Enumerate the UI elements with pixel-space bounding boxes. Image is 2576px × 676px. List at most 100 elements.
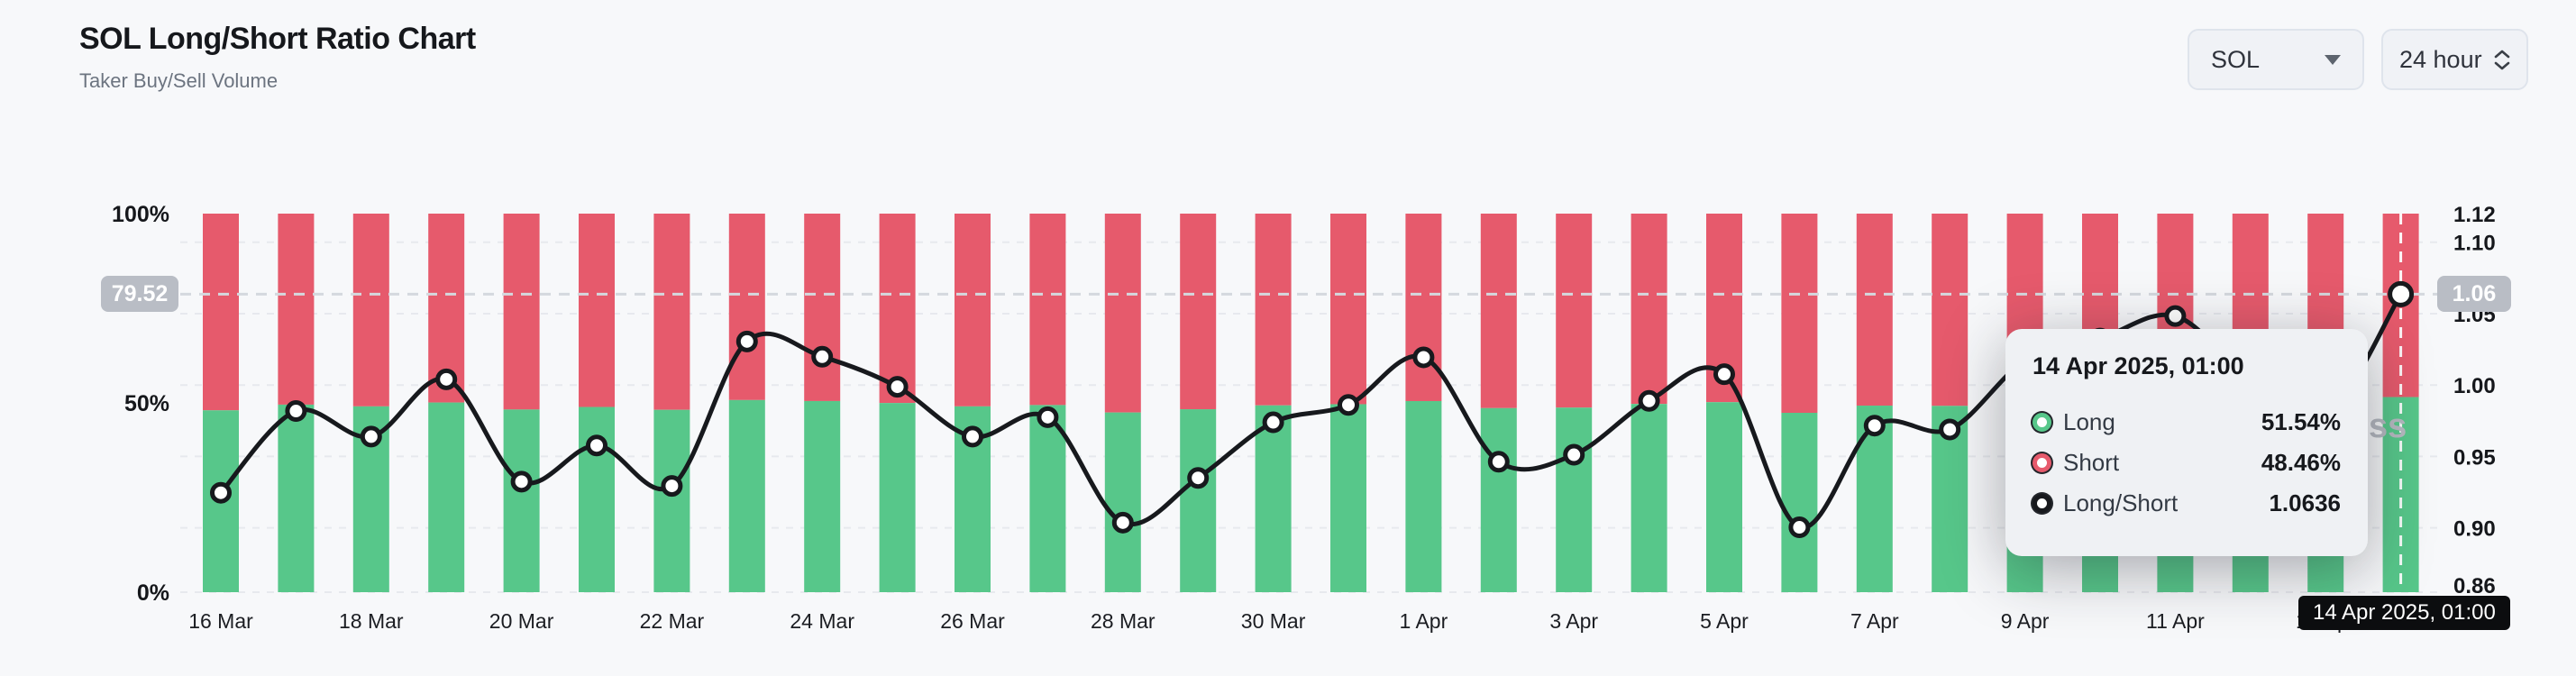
line-point[interactable]: [1713, 363, 1735, 386]
x-axis-tick: 11 Apr: [2146, 609, 2205, 633]
line-point[interactable]: [1863, 415, 1886, 437]
line-point[interactable]: [435, 368, 458, 390]
long-marker-icon: [2032, 413, 2051, 432]
line-point[interactable]: [1939, 418, 1961, 441]
watermark-fragment: ss: [2369, 407, 2407, 445]
tooltip-row-long: Long 51.54%: [2032, 402, 2341, 443]
bar-long[interactable]: [1405, 400, 1442, 592]
line-point[interactable]: [1563, 443, 1585, 466]
page-title: SOL Long/Short Ratio Chart: [79, 22, 476, 56]
x-axis-tick: 16 Mar: [188, 609, 253, 633]
bar-short[interactable]: [1781, 214, 1818, 414]
bar-long[interactable]: [1631, 404, 1667, 592]
bar-long[interactable]: [1330, 404, 1366, 592]
bar-short[interactable]: [1104, 214, 1141, 413]
bar-short[interactable]: [1631, 214, 1667, 405]
bar-short[interactable]: [352, 214, 389, 407]
bar-long[interactable]: [1556, 407, 1593, 592]
bar-short[interactable]: [1556, 214, 1593, 408]
bar-long[interactable]: [503, 409, 540, 592]
bar-long[interactable]: [1706, 402, 1742, 592]
line-point[interactable]: [510, 470, 533, 493]
bar-long[interactable]: [428, 402, 465, 592]
bar-short[interactable]: [1856, 214, 1893, 407]
bar-short[interactable]: [503, 214, 540, 410]
tooltip-label: Long/Short: [2063, 489, 2179, 516]
tooltip-value: 1.0636: [2269, 489, 2341, 516]
line-point[interactable]: [962, 425, 983, 448]
bar-short[interactable]: [1180, 214, 1217, 410]
bar-short[interactable]: [278, 214, 315, 405]
line-point[interactable]: [1187, 467, 1210, 489]
interval-select[interactable]: 24 hour: [2381, 29, 2528, 90]
x-axis-tick: 3 Apr: [1549, 609, 1598, 633]
caret-down-icon: [2325, 54, 2341, 65]
tooltip-value: 51.54%: [2261, 408, 2341, 435]
line-point[interactable]: [360, 425, 382, 448]
left-axis-tick: 100%: [112, 202, 169, 227]
tooltip-row-ratio: Long/Short 1.0636: [2032, 483, 2341, 524]
bar-short[interactable]: [728, 214, 765, 400]
line-point[interactable]: [811, 345, 834, 368]
bar-short[interactable]: [955, 214, 991, 407]
bar-short[interactable]: [1330, 214, 1366, 405]
bar-short[interactable]: [1932, 214, 1969, 407]
left-axis-tick: 50%: [124, 391, 169, 416]
crosshair-left-badge: 79.52: [101, 276, 178, 313]
bar-short[interactable]: [1405, 214, 1442, 401]
line-point[interactable]: [285, 400, 307, 423]
tooltip-label: Long: [2063, 408, 2115, 435]
right-axis-tick: 1.12: [2453, 203, 2496, 227]
line-point[interactable]: [1788, 516, 1811, 539]
line-point[interactable]: [1487, 451, 1510, 473]
tooltip-value: 48.46%: [2261, 449, 2341, 476]
ratio-marker-icon: [2032, 494, 2051, 513]
bar-long[interactable]: [728, 399, 765, 592]
line-point[interactable]: [1412, 346, 1435, 369]
bar-short[interactable]: [203, 214, 239, 411]
symbol-select[interactable]: SOL: [2188, 29, 2364, 90]
line-point[interactable]: [210, 481, 232, 504]
interval-select-value: 24 hour: [2399, 45, 2482, 73]
line-point-active[interactable]: [2388, 280, 2415, 307]
bar-short[interactable]: [804, 214, 841, 401]
bar-long[interactable]: [1255, 405, 1292, 592]
bar-short[interactable]: [1480, 214, 1517, 408]
bar-short[interactable]: [579, 214, 615, 407]
x-axis-tick: 22 Mar: [640, 609, 705, 633]
x-axis-tick: 5 Apr: [1700, 609, 1749, 633]
bar-long[interactable]: [1029, 405, 1066, 592]
line-point[interactable]: [1638, 389, 1660, 412]
line-point[interactable]: [1111, 511, 1134, 534]
x-axis-tick: 18 Mar: [339, 609, 404, 633]
bar-short[interactable]: [879, 214, 916, 404]
bar-short[interactable]: [1029, 214, 1066, 406]
bar-long[interactable]: [1104, 412, 1141, 592]
right-axis-tick: 1.00: [2453, 374, 2496, 398]
x-axis-tick: 1 Apr: [1400, 609, 1448, 633]
right-axis-tick: 0.86: [2453, 574, 2496, 598]
bar-long[interactable]: [1180, 409, 1217, 592]
line-point[interactable]: [1338, 394, 1359, 416]
x-axis-tick: 28 Mar: [1091, 609, 1156, 633]
right-axis-tick: 1.10: [2453, 232, 2496, 256]
line-point[interactable]: [586, 434, 607, 457]
line-point[interactable]: [735, 330, 758, 352]
line-point[interactable]: [886, 376, 909, 398]
bar-long[interactable]: [1480, 407, 1517, 592]
line-point[interactable]: [1262, 411, 1284, 434]
right-axis-tick: 0.95: [2453, 445, 2496, 470]
line-point[interactable]: [2164, 305, 2187, 327]
bar-long[interactable]: [804, 400, 841, 592]
x-axis-tick: 24 Mar: [790, 609, 854, 633]
bar-long[interactable]: [879, 403, 916, 592]
bar-short[interactable]: [1255, 214, 1292, 406]
bar-long[interactable]: [653, 409, 690, 592]
bar-short[interactable]: [653, 214, 690, 410]
line-point[interactable]: [661, 475, 683, 498]
bar-long[interactable]: [278, 404, 315, 592]
line-point[interactable]: [1037, 406, 1059, 428]
x-axis-tick: 7 Apr: [1850, 609, 1899, 633]
bar-long[interactable]: [1781, 413, 1818, 592]
